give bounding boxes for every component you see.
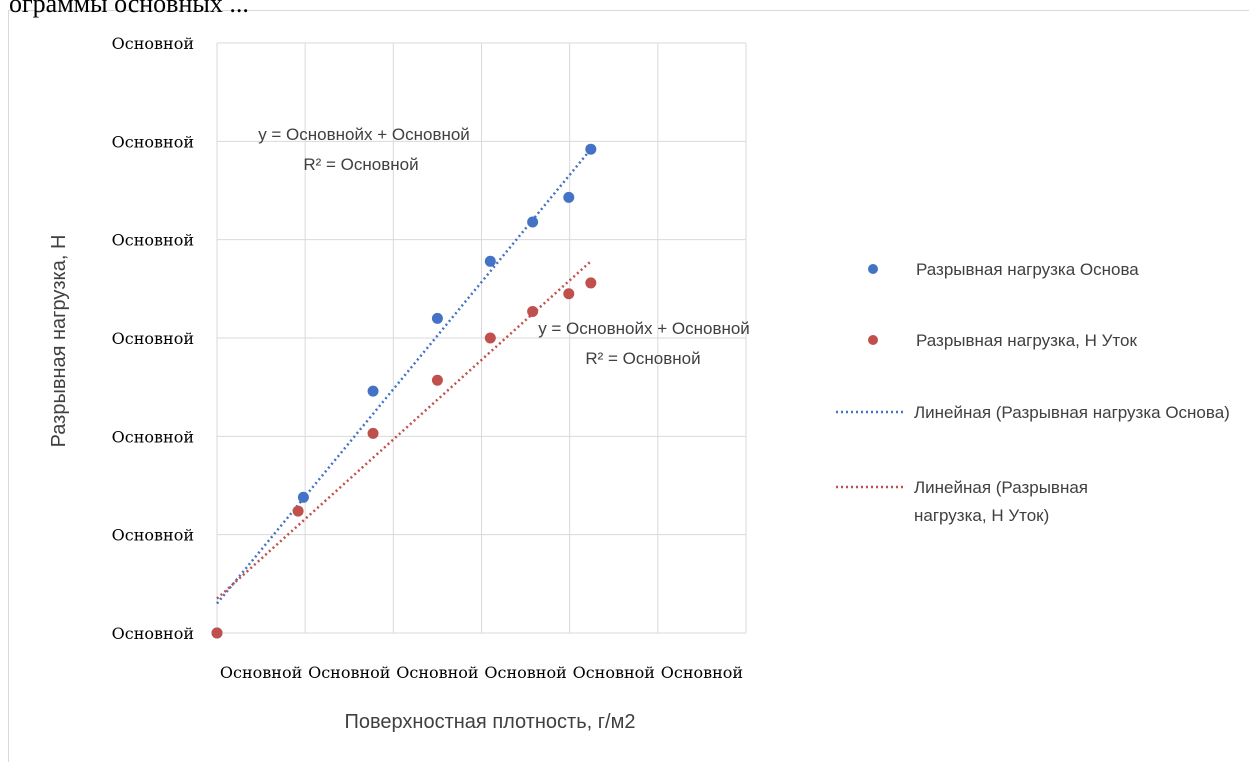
legend-label-basis-trend: Линейная (Разрывная нагрузка Основа) [914, 403, 1230, 422]
x-tick-label: Основной [661, 663, 743, 682]
y-tick-label: Основной [112, 526, 194, 545]
y-tick-label: Основной [112, 624, 194, 643]
legend-label-weft-trend-line1: Линейная (Разрывная [914, 478, 1088, 497]
y-tick-label: Основной [112, 329, 194, 348]
trendline-1 [216, 260, 592, 600]
legend: Разрывная нагрузка Основа Разрывная нагр… [836, 260, 1230, 525]
trendline-r2-basis: R² = Основной [303, 155, 418, 174]
x-tick-label: Основной [396, 663, 478, 682]
data-point-series-1 [527, 305, 539, 317]
data-point-series-0 [297, 491, 309, 503]
x-axis-title: Поверхностная плотность, г/м2 [345, 711, 636, 733]
data-point-series-1 [431, 374, 443, 386]
trendline-equation-weft: y = Основнойx + Основной [538, 319, 750, 338]
legend-label-basis: Разрывная нагрузка Основа [916, 260, 1139, 279]
y-tick-label: Основной [112, 34, 194, 53]
legend-item-basis-trend: Линейная (Разрывная нагрузка Основа) [836, 403, 1230, 422]
data-point-series-0 [484, 255, 496, 267]
chart-frame: ограммы основных ... Основной Основной Осн… [8, 0, 1249, 762]
y-tick-label: Основной [112, 231, 194, 250]
y-tick-label: Основной [112, 132, 194, 151]
legend-marker-basis [868, 264, 878, 274]
data-point-series-0 [563, 191, 575, 203]
legend-item-weft-trend: Линейная (Разрывная нагрузка, Н Уток) [836, 478, 1093, 525]
y-axis-title: Разрывная нагрузка, Н [48, 235, 70, 448]
y-tick-label: Основной [112, 427, 194, 446]
legend-item-weft-points: Разрывная нагрузка, Н Уток [868, 331, 1137, 350]
data-point-series-1 [292, 505, 304, 517]
x-tick-label: Основной [484, 663, 566, 682]
scatter-chart: Основной Основной Основной Основной Основной… [48, 34, 1230, 733]
x-tick-label: Основной [220, 663, 302, 682]
y-axis-tick-labels: Основной Основной Основной Основной Основной… [112, 34, 194, 643]
trendline-r2-weft: R² = Основной [585, 349, 700, 368]
data-point-series-0 [527, 216, 539, 228]
data-point-series-1 [585, 277, 597, 289]
legend-label-basis-trend-line1: Линейная (Разрывная нагрузка Основа) [914, 403, 1230, 422]
data-point-series-0 [367, 385, 379, 397]
legend-marker-weft [868, 335, 878, 345]
legend-item-basis-points: Разрывная нагрузка Основа [868, 260, 1139, 279]
trendline-equation-basis: y = Основнойx + Основной [258, 125, 470, 144]
legend-label-weft-trend: Линейная (Разрывная нагрузка, Н Уток) [914, 478, 1093, 525]
data-point-series-1 [563, 288, 575, 300]
data-point-series-1 [367, 427, 379, 439]
x-tick-label: Основной [308, 663, 390, 682]
grid-horizontal [217, 42, 746, 634]
data-point-series-1 [211, 627, 223, 639]
legend-label-weft-trend-line2: нагрузка, Н Уток) [914, 506, 1049, 525]
equation-basis: y = Основнойx + Основной R² = Основной [258, 125, 470, 174]
data-point-series-0 [431, 312, 443, 324]
data-points [211, 143, 597, 639]
equation-weft: y = Основнойx + Основной R² = Основной [538, 319, 750, 368]
data-point-series-1 [484, 332, 496, 344]
data-point-series-0 [585, 143, 597, 155]
legend-label-weft: Разрывная нагрузка, Н Уток [916, 331, 1137, 350]
x-tick-label: Основной [573, 663, 655, 682]
x-axis-tick-labels: Основной Основной Основной Основной Основной… [220, 663, 743, 682]
cut-off-heading: ограммы основных ... [9, 0, 249, 18]
